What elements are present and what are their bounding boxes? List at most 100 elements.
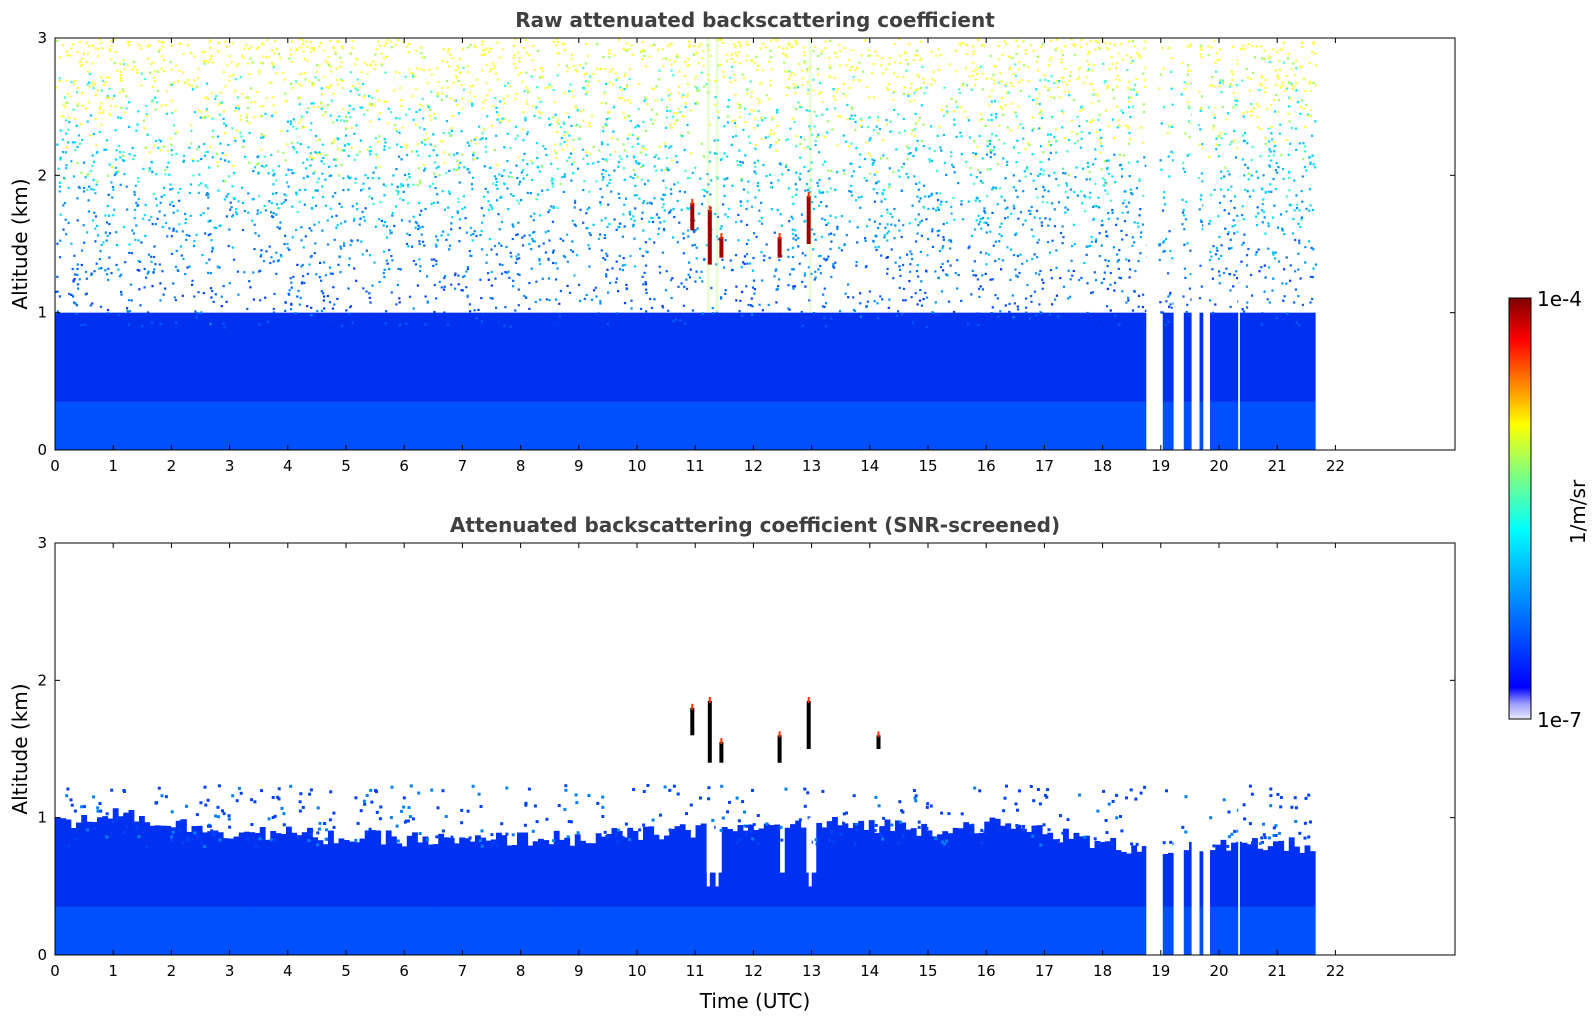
heatmap-cell [1263,91,1267,94]
heatmap-cell [494,72,497,75]
heatmap-cell [106,174,109,178]
heatmap-cell [1002,157,1005,160]
heatmap-cell [709,151,712,154]
heatmap-cell [1000,401,1006,450]
heatmap-cell [1066,150,1069,153]
heatmap-cell [72,175,76,178]
heatmap-cell [1199,109,1202,112]
heatmap-cell [441,190,444,193]
heatmap-cell [440,234,443,237]
heatmap-cell [506,95,509,98]
heatmap-cell [600,68,603,71]
heatmap-cell [615,79,618,82]
heatmap-cell [1143,47,1146,50]
heatmap-cell [117,145,121,148]
heatmap-cell [229,201,232,204]
heatmap-cell [1209,250,1212,254]
heatmap-cell [640,217,643,220]
heatmap-cell [254,318,257,321]
heatmap-cell [655,169,658,172]
heatmap-cell [616,401,623,450]
heatmap-cell [248,280,251,283]
heatmap-cell [623,225,626,228]
heatmap-cell [733,43,736,46]
heatmap-cell [86,174,89,177]
heatmap-cell [418,243,421,246]
heatmap-cell [515,233,518,236]
heatmap-cell [829,247,832,251]
heatmap-cell [509,325,512,328]
heatmap-cell [1273,401,1279,450]
heatmap-cell [722,203,725,206]
heatmap-cell [662,227,666,231]
heatmap-cell [1250,174,1253,177]
heatmap-cell [651,122,654,125]
heatmap-cell [318,276,321,279]
heatmap-cell [498,242,501,245]
heatmap-cell [628,213,632,216]
heatmap-cell [191,88,195,91]
heatmap-cell [848,87,851,90]
heatmap-cell [347,110,350,113]
heatmap-cell [737,213,740,216]
heatmap-cell [360,189,363,192]
heatmap-cell [679,111,682,114]
heatmap-cell [588,206,591,209]
heatmap-cell [989,230,992,233]
heatmap-cell [296,401,303,450]
heatmap-cell [943,86,946,89]
heatmap-cell [842,134,845,137]
heatmap-cell [72,280,75,283]
heatmap-cell [986,145,989,148]
heatmap-cell [88,81,91,84]
heatmap-cell [334,191,337,195]
heatmap-cell [961,82,965,85]
heatmap-cell [55,312,58,315]
heatmap-cell [1118,323,1121,326]
heatmap-cell [107,278,110,282]
heatmap-cell [80,324,83,327]
heatmap-cell [650,118,653,121]
heatmap-cell [1225,401,1232,450]
heatmap-cell [813,125,816,128]
heatmap-cell [570,124,573,127]
heatmap-cell [1158,87,1161,90]
heatmap-cell [812,248,815,251]
heatmap-cell [433,112,436,115]
heatmap-cell [677,91,681,94]
heatmap-cell [1223,209,1226,212]
heatmap-cell [316,309,319,313]
heatmap-cell [714,212,717,216]
heatmap-cell [664,168,667,171]
heatmap-cell [1032,98,1035,101]
heatmap-cell [925,270,928,273]
heatmap-cell [1104,109,1108,112]
heatmap-cell [1010,212,1013,215]
heatmap-cell [673,60,677,63]
heatmap-cell [563,134,566,137]
heatmap-cell [842,169,845,172]
heatmap-cell [611,267,614,270]
heatmap-cell [94,227,97,230]
heatmap-cell [709,193,712,196]
heatmap-cell [345,309,348,312]
heatmap-cell [1282,41,1286,44]
heatmap-cell [1137,55,1140,58]
heatmap-cell [823,305,826,308]
heatmap-cell [948,239,951,242]
heatmap-cell [538,170,541,173]
heatmap-cell [345,127,348,130]
heatmap-cell [382,224,385,227]
heatmap-cell [734,79,737,82]
heatmap-cell [814,238,817,241]
heatmap-cell [1089,191,1092,194]
heatmap-cell [827,255,830,258]
heatmap-cell [1123,199,1126,202]
heatmap-cell [223,312,229,402]
heatmap-cell [969,173,972,176]
heatmap-cell [1125,54,1128,57]
heatmap-cell [650,44,653,47]
heatmap-cell [790,71,793,75]
heatmap-cell [916,195,919,198]
heatmap-cell [62,103,65,106]
